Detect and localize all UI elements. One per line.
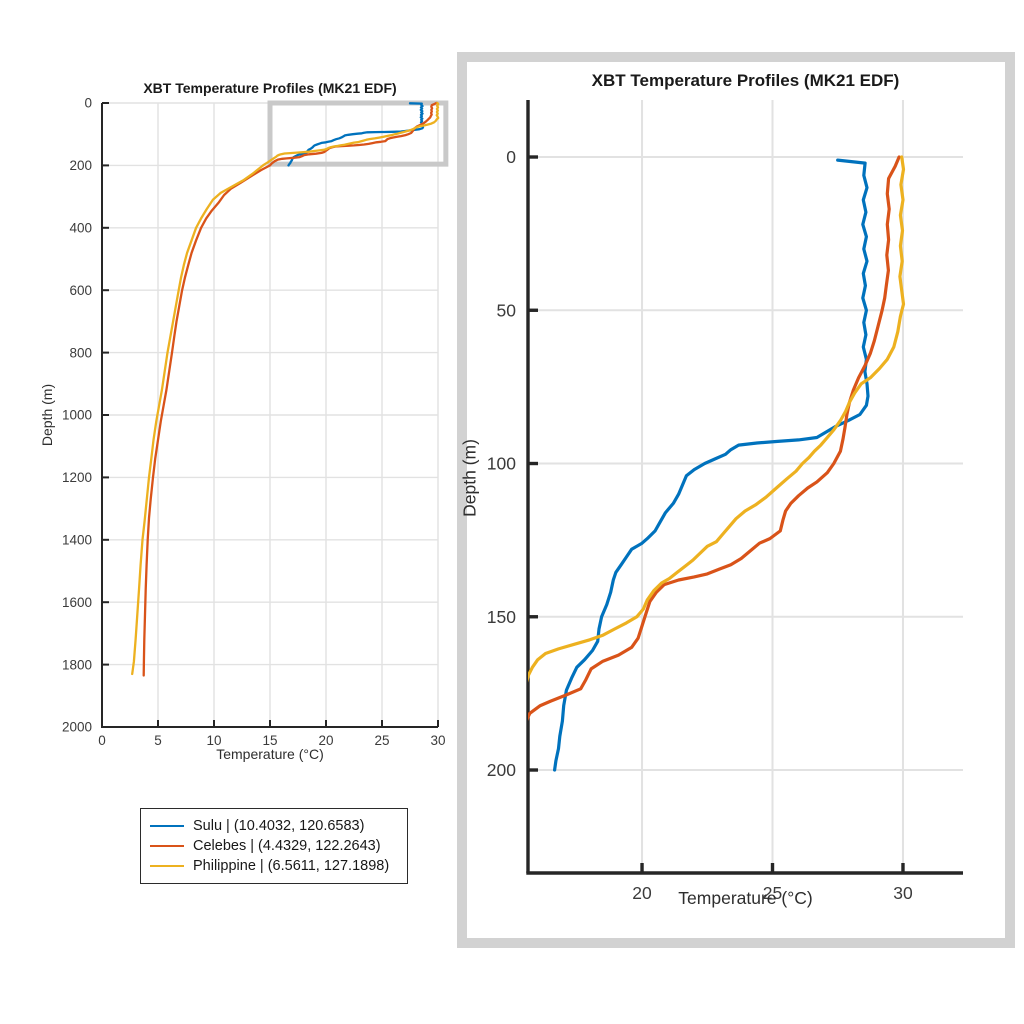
detail-chart-title: XBT Temperature Profiles (MK21 EDF) bbox=[591, 71, 900, 90]
zoom-panel-frame bbox=[457, 52, 1015, 948]
series-line-philippine bbox=[131, 101, 440, 676]
legend-line-swatch-celebes bbox=[150, 845, 184, 847]
overview-y-axis-label: Depth (m) bbox=[39, 383, 55, 447]
legend-line-swatch-sulu bbox=[150, 825, 184, 827]
y-tick-label: 1200 bbox=[62, 470, 92, 485]
y-tick-label: 800 bbox=[69, 345, 92, 360]
legend-item-philippine: Philippine | (6.5611, 127.1898) bbox=[150, 856, 397, 876]
series-line-celebes bbox=[142, 101, 438, 677]
legend-label-sulu: Sulu | (10.4032, 120.6583) bbox=[193, 818, 365, 834]
zoom-region-box bbox=[267, 100, 449, 167]
overview-x-axis-label: Temperature (°C) bbox=[216, 746, 324, 762]
legend-line-swatch-philippine bbox=[150, 865, 184, 867]
y-tick-label: 2000 bbox=[62, 720, 92, 735]
y-tick-label: 0 bbox=[84, 96, 92, 111]
y-tick-label: 1600 bbox=[62, 595, 92, 610]
detail-x-axis-label: Temperature (°C) bbox=[678, 888, 813, 908]
legend: Sulu | (10.4032, 120.6583) Celebes | (4.… bbox=[140, 808, 408, 884]
legend-item-celebes: Celebes | (4.4329, 122.2643) bbox=[150, 836, 397, 856]
y-tick-label: 400 bbox=[69, 221, 92, 236]
series-line-sulu bbox=[287, 102, 425, 167]
legend-label-philippine: Philippine | (6.5611, 127.1898) bbox=[193, 858, 390, 874]
legend-label-celebes: Celebes | (4.4329, 122.2643) bbox=[193, 838, 381, 854]
overview-chart-title: XBT Temperature Profiles (MK21 EDF) bbox=[143, 80, 397, 96]
y-tick-label: 1000 bbox=[62, 408, 92, 423]
y-tick-label: 600 bbox=[69, 283, 92, 298]
legend-item-sulu: Sulu | (10.4032, 120.6583) bbox=[150, 816, 397, 836]
y-tick-label: 1800 bbox=[62, 657, 92, 672]
detail-y-axis-label: Depth (m) bbox=[459, 439, 480, 517]
y-tick-label: 1400 bbox=[62, 533, 92, 548]
y-tick-label: 200 bbox=[69, 158, 92, 173]
